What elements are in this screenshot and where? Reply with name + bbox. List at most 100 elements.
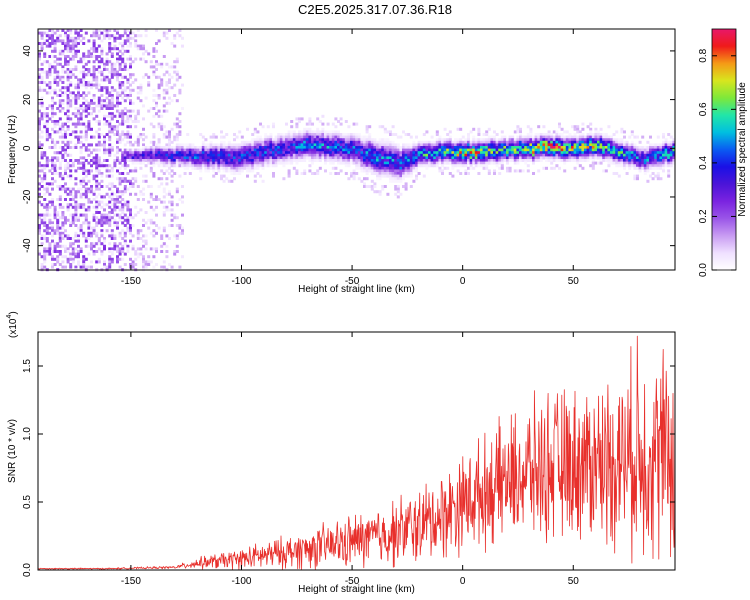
spectrogram-cell	[108, 42, 112, 45]
spectrogram-cell	[368, 161, 372, 165]
spectrogram-cell	[79, 114, 83, 118]
spectrogram-cell	[378, 192, 382, 196]
spectrogram-cell	[92, 31, 96, 35]
spectrogram-cell	[352, 138, 356, 142]
spectrogram-cell	[92, 49, 96, 53]
spectrogram-cell	[149, 195, 153, 199]
spectrogram-cell	[584, 143, 587, 147]
spectrogram-cell	[604, 135, 608, 139]
spectrogram-cell	[40, 179, 44, 183]
spectrogram-cell	[48, 205, 52, 209]
spectrogram-cell	[487, 156, 491, 160]
spectrogram-cell	[454, 164, 457, 168]
spectrogram-cell	[43, 265, 47, 269]
spectrogram-cell	[612, 172, 616, 175]
spectrogram-cell	[92, 161, 96, 165]
spectrogram-cell	[95, 31, 99, 35]
spectrogram-cell	[56, 229, 60, 233]
spectrogram-cell	[313, 148, 317, 152]
spectrogram-cell	[168, 81, 171, 84]
spectrogram-cell	[45, 205, 49, 209]
spectrogram-cell	[441, 151, 444, 155]
spectrogram-cell	[186, 146, 190, 149]
spectrogram-cell	[74, 101, 78, 105]
spectrogram-cell	[659, 148, 663, 152]
spectrogram-cell	[552, 156, 556, 160]
spectrogram-cell	[563, 159, 567, 162]
spectrogram-cell	[178, 130, 182, 134]
spectrogram-cell	[584, 151, 587, 155]
spectrogram-cell	[134, 140, 138, 144]
spectrogram-cell	[51, 177, 54, 181]
spectrogram-cell	[92, 213, 96, 217]
spectrogram-cell	[363, 166, 366, 170]
spectrogram-cell	[368, 140, 372, 144]
spectrogram-cell	[589, 156, 593, 160]
spectrogram-cell	[87, 120, 91, 123]
spectrogram-cell	[292, 151, 296, 155]
spectrogram-cell	[240, 143, 244, 147]
spectrogram-cell	[79, 130, 83, 134]
spectrogram-cell	[74, 107, 78, 110]
spectrogram-cell	[199, 161, 203, 165]
spectrogram-cell	[230, 151, 234, 155]
spectrogram-cell	[498, 148, 502, 152]
spectrogram-cell	[92, 34, 96, 38]
spectrogram-cell	[90, 135, 93, 139]
spectrogram-cell	[183, 172, 187, 175]
spectrogram-cell	[326, 143, 330, 147]
spectrogram-cell	[64, 143, 67, 147]
spectrogram-cell	[646, 179, 650, 183]
spectrogram-cell	[100, 200, 104, 204]
spectrogram-cell	[295, 161, 299, 165]
spectrogram-cell	[519, 159, 522, 162]
spectrogram-cell	[238, 148, 242, 152]
spectrogram-cell	[56, 70, 60, 74]
spectrogram-cell	[227, 161, 231, 165]
spectrogram-cell	[43, 31, 47, 35]
spectrogram-cell	[565, 138, 569, 142]
spectrogram-cell	[534, 146, 538, 149]
spectrogram-cell	[487, 148, 491, 152]
spectrogram-cell	[56, 224, 60, 227]
spectrogram-cell	[126, 36, 130, 40]
spectrogram-cell	[490, 151, 494, 155]
spectrogram-cell	[402, 161, 405, 165]
spectrogram-cell	[630, 133, 634, 136]
spectrogram-cell	[222, 174, 226, 178]
spectrogram-cell	[126, 140, 130, 144]
spectrogram-cell	[131, 153, 135, 157]
spectrogram-cell	[360, 156, 364, 160]
spectrogram-cell	[649, 151, 652, 155]
spectrogram-cell	[662, 146, 665, 149]
spectrogram-cell	[422, 156, 426, 160]
spectrogram-cell	[511, 159, 515, 162]
spectrogram-cell	[433, 153, 437, 157]
spectrogram-cell	[415, 174, 418, 178]
spectrogram-cell	[116, 195, 119, 199]
spectrogram-cell	[550, 138, 554, 142]
spectrogram-cell	[610, 161, 613, 165]
spectrogram-cell	[53, 231, 57, 235]
spectrogram-cell	[97, 156, 101, 160]
spectrogram-cell	[82, 213, 86, 217]
spectrogram-cell	[207, 143, 210, 147]
spectrogram-cell	[87, 179, 91, 183]
spectrogram-cell	[165, 88, 169, 92]
spectrogram-cell	[337, 135, 340, 139]
spectrogram-cell	[92, 242, 96, 246]
spectrogram-cell	[266, 140, 270, 144]
spectrogram-cell	[129, 73, 132, 77]
spectrogram-cell	[90, 101, 93, 105]
spectrogram-cell	[604, 153, 608, 157]
spectrogram-cell	[591, 146, 595, 149]
spectrogram-cell	[43, 112, 47, 116]
spectrogram-cell	[246, 143, 249, 147]
spectrogram-cell	[45, 237, 49, 240]
spectrogram-cell	[282, 151, 286, 155]
spectrogram-cell	[456, 140, 460, 144]
spectrogram-cell	[586, 159, 590, 162]
spectrogram-cell	[454, 161, 457, 165]
spectrogram-cell	[269, 133, 273, 136]
spectrogram-cell	[142, 148, 145, 152]
